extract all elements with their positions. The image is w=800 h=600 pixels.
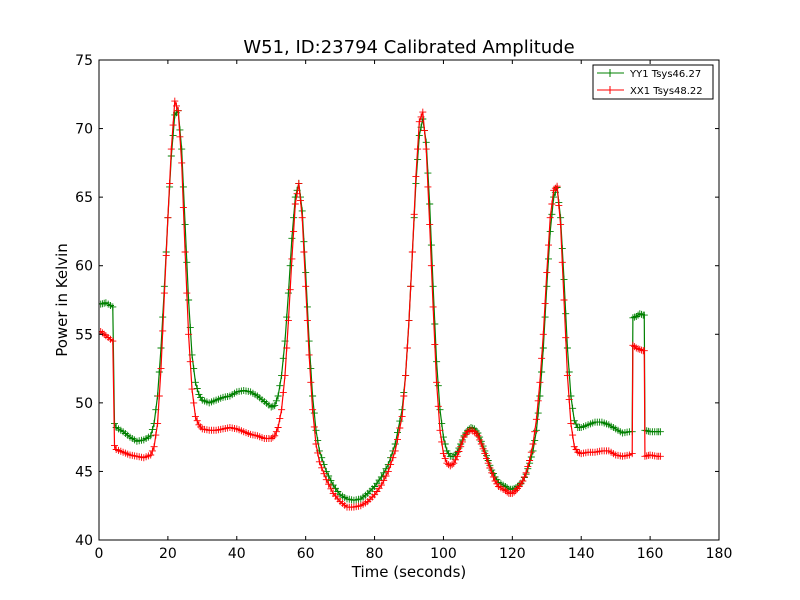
x-tick-label: 100 <box>430 546 457 562</box>
plot-area <box>98 59 720 541</box>
x-axis: 0 20 40 60 80 100 120 140 160 180 <box>95 60 733 562</box>
y-tick-label: 45 <box>75 464 93 480</box>
legend-label-xx1: XX1 Tsys48.22 <box>630 86 703 97</box>
x-axis-label: Time (seconds) <box>351 563 467 581</box>
series-xx1 <box>99 97 664 511</box>
y-tick-label: 50 <box>75 396 93 412</box>
y-tick-label: 65 <box>75 190 93 206</box>
y-tick-label: 70 <box>75 122 93 138</box>
legend-box <box>592 64 714 100</box>
x-tick-label: 80 <box>366 546 384 562</box>
y-tick-label: 60 <box>75 259 93 275</box>
x-tick-label: 0 <box>95 546 104 562</box>
legend-label-yy1: YY1 Tsys46.27 <box>629 69 701 80</box>
y-axis: 40 45 50 55 60 65 70 75 <box>75 53 719 549</box>
chart-title: W51, ID:23794 Calibrated Amplitude <box>243 37 574 58</box>
plot-frame <box>98 59 720 541</box>
series-layer <box>99 97 664 511</box>
x-tick-label: 40 <box>228 546 246 562</box>
x-tick-label: 120 <box>499 546 526 562</box>
y-axis-label: Power in Kelvin <box>53 243 71 357</box>
x-tick-label: 140 <box>568 546 595 562</box>
x-tick-label: 60 <box>297 546 315 562</box>
x-tick-label: 160 <box>637 546 664 562</box>
series-markers <box>99 97 664 511</box>
y-tick-label: 75 <box>75 53 93 69</box>
y-tick-label: 55 <box>75 327 93 343</box>
x-tick-label: 20 <box>159 546 177 562</box>
y-tick-label: 40 <box>75 533 93 549</box>
x-tick-label: 180 <box>706 546 733 562</box>
legend: YY1 Tsys46.27 XX1 Tsys48.22 <box>592 64 714 100</box>
